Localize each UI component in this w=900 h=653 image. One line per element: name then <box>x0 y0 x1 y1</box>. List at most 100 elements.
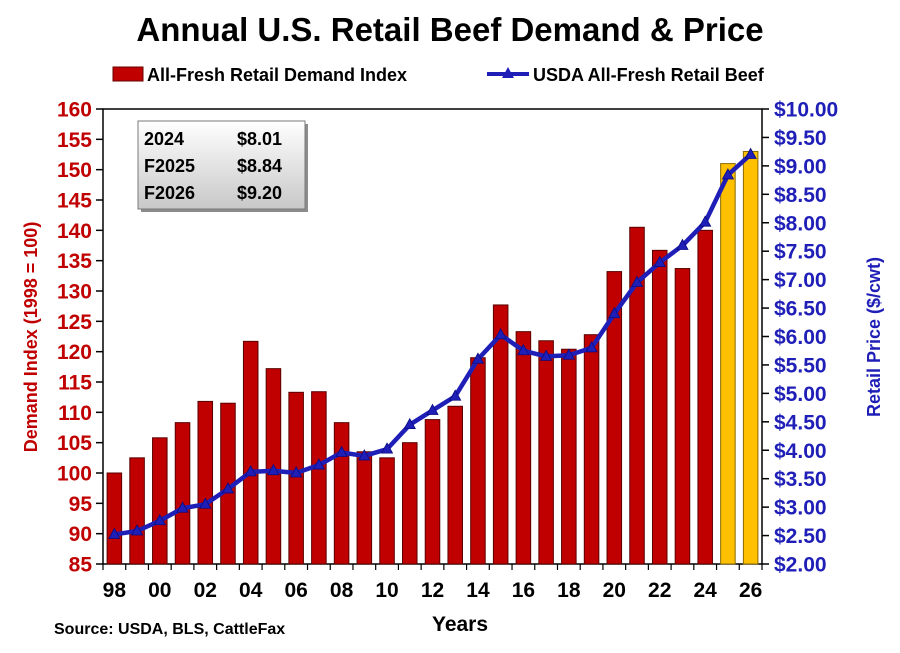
price-box-year-2025: F2025 <box>144 156 195 176</box>
price-point-2013 <box>449 389 462 401</box>
price-point-2000 <box>153 513 166 526</box>
demand-bar-2014 <box>470 357 486 565</box>
demand-bar-2012 <box>424 419 441 565</box>
demand-bar-2002 <box>197 400 214 565</box>
demand-bar-2017 <box>538 340 554 565</box>
y-right-tick-label: $6.50 <box>774 298 827 321</box>
y-left-tick-label: 95 <box>69 493 93 516</box>
x-tick-label: 00 <box>148 579 171 602</box>
price-point-2009 <box>358 449 371 461</box>
demand-bar-2001 <box>174 422 191 565</box>
demand-bar-2021 <box>629 226 645 565</box>
price-point-2017 <box>539 349 553 361</box>
demand-bar-2024 <box>697 229 713 565</box>
y-right-tick-label: $2.00 <box>774 554 827 577</box>
y-right-tick-label: $5.00 <box>774 383 827 406</box>
x-axis-title: Years <box>432 613 488 636</box>
y-right-tick-label: $9.00 <box>774 155 827 178</box>
demand-bar-1999 <box>129 457 145 565</box>
y-left-tick-label: 105 <box>57 432 92 455</box>
y-right-tick-label: $4.50 <box>774 411 827 434</box>
y-left-tick-label: 145 <box>57 190 92 213</box>
price-box-year-2024: 2024 <box>144 129 184 149</box>
price-point-2015 <box>494 327 507 340</box>
demand-bar-2010 <box>379 457 395 565</box>
legend-label-price: USDA All-Fresh Retail Beef <box>533 65 765 85</box>
y-right-tick-label: $8.00 <box>774 212 827 235</box>
y-left-tick-label: 100 <box>57 463 92 486</box>
demand-bar-2025 <box>720 163 736 565</box>
price-point-2024 <box>699 215 712 227</box>
price-box: 2024 $8.01 F2025 $8.84 F2026 $9.20 <box>137 120 308 212</box>
price-box-price-2026: $9.20 <box>237 183 282 203</box>
x-tick-label: 20 <box>603 579 626 602</box>
source-note: Source: USDA, BLS, CattleFax <box>54 621 285 638</box>
y-right-tick-label: $9.50 <box>774 127 827 150</box>
y-left-tick-label: 90 <box>69 523 92 546</box>
x-tick-label: 10 <box>375 579 398 602</box>
y-right-tick-label: $6.00 <box>774 326 827 349</box>
demand-bar-2006 <box>288 391 304 565</box>
x-tick-label: 26 <box>739 579 762 602</box>
legend-swatch-demand <box>112 66 144 82</box>
price-point-2020 <box>608 306 621 319</box>
demand-bar-2008 <box>333 422 350 565</box>
y-right-tick-label: $8.50 <box>774 184 827 207</box>
y-right-tick-label: $2.50 <box>774 525 827 548</box>
y-left-tick-label: 125 <box>57 311 92 334</box>
x-tick-label: 22 <box>648 579 671 602</box>
legend-label-demand: All-Fresh Retail Demand Index <box>147 65 407 85</box>
y-left-tick-label: 135 <box>57 250 92 273</box>
y-left-tick-label: 155 <box>57 129 92 152</box>
price-line-series <box>108 147 757 539</box>
y-left-tick-label: 120 <box>57 341 92 364</box>
demand-bar-2022 <box>651 249 668 565</box>
demand-bar-2023 <box>674 268 691 565</box>
demand-bar-2007 <box>311 391 327 565</box>
demand-bar-2004 <box>242 340 259 565</box>
y-axis-right-title: Retail Price ($/cwt) <box>864 257 884 417</box>
price-point-2005 <box>267 463 280 476</box>
price-point-2021 <box>630 275 644 287</box>
price-point-2012 <box>426 403 439 415</box>
left-axis: 85 90 95 100 105 110 115 120 125 130 135 140 145 150 1… <box>57 99 103 577</box>
y-left-tick-label: 85 <box>69 554 93 577</box>
x-tick-label: 14 <box>466 579 490 602</box>
demand-bar-2018 <box>561 348 577 565</box>
y-axis-left-title: Demand Index (1998 = 100) <box>21 222 41 453</box>
demand-bar-2013 <box>447 405 463 565</box>
x-tick-label: 06 <box>284 579 307 602</box>
demand-bar-2015 <box>492 304 509 565</box>
price-box-background <box>137 120 306 210</box>
demand-bar-2026 <box>742 150 759 565</box>
legend: All-Fresh Retail Demand Index USDA All-F… <box>112 65 765 85</box>
x-tick-label: 08 <box>330 579 354 602</box>
y-right-tick-label: $10.00 <box>774 99 838 122</box>
y-right-tick-label: $7.50 <box>774 241 827 264</box>
price-point-2019 <box>585 341 598 353</box>
demand-bar-2020 <box>606 271 623 565</box>
demand-bar-2000 <box>152 437 168 565</box>
y-left-tick-label: 140 <box>57 220 92 243</box>
price-point-2025 <box>721 168 735 180</box>
demand-bar-2011 <box>402 442 418 565</box>
y-right-tick-label: $7.00 <box>774 269 827 292</box>
price-point-2018 <box>562 348 576 360</box>
price-box-price-2025: $8.84 <box>237 156 282 176</box>
right-axis: $2.00 $2.50 $3.00 $3.50 $4.00 $4.50 $5.00 $5.50… <box>762 99 838 577</box>
price-point-2003 <box>221 482 235 494</box>
y-left-tick-label: 130 <box>57 281 92 304</box>
price-point-2010 <box>380 442 394 454</box>
price-point-2007 <box>312 458 326 470</box>
y-left-tick-label: 160 <box>57 99 92 122</box>
price-point-1998 <box>108 527 121 539</box>
price-point-2023 <box>676 238 689 250</box>
x-tick-label: 02 <box>194 579 217 602</box>
x-tick-label: 04 <box>239 579 263 602</box>
price-point-2006 <box>289 466 303 478</box>
price-point-2016 <box>517 343 530 356</box>
y-right-tick-label: $5.50 <box>774 354 827 377</box>
y-left-tick-label: 110 <box>58 402 92 425</box>
y-left-tick-label: 115 <box>58 372 92 395</box>
